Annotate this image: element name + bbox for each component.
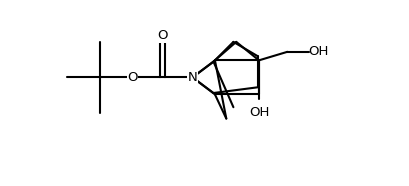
Text: O: O	[157, 29, 167, 42]
Text: O: O	[127, 71, 137, 84]
Text: OH: OH	[248, 106, 268, 119]
Text: O: O	[127, 71, 137, 84]
Text: O: O	[157, 29, 167, 42]
Text: N: N	[187, 71, 197, 84]
Text: N: N	[187, 71, 197, 84]
Text: OH: OH	[308, 45, 328, 58]
